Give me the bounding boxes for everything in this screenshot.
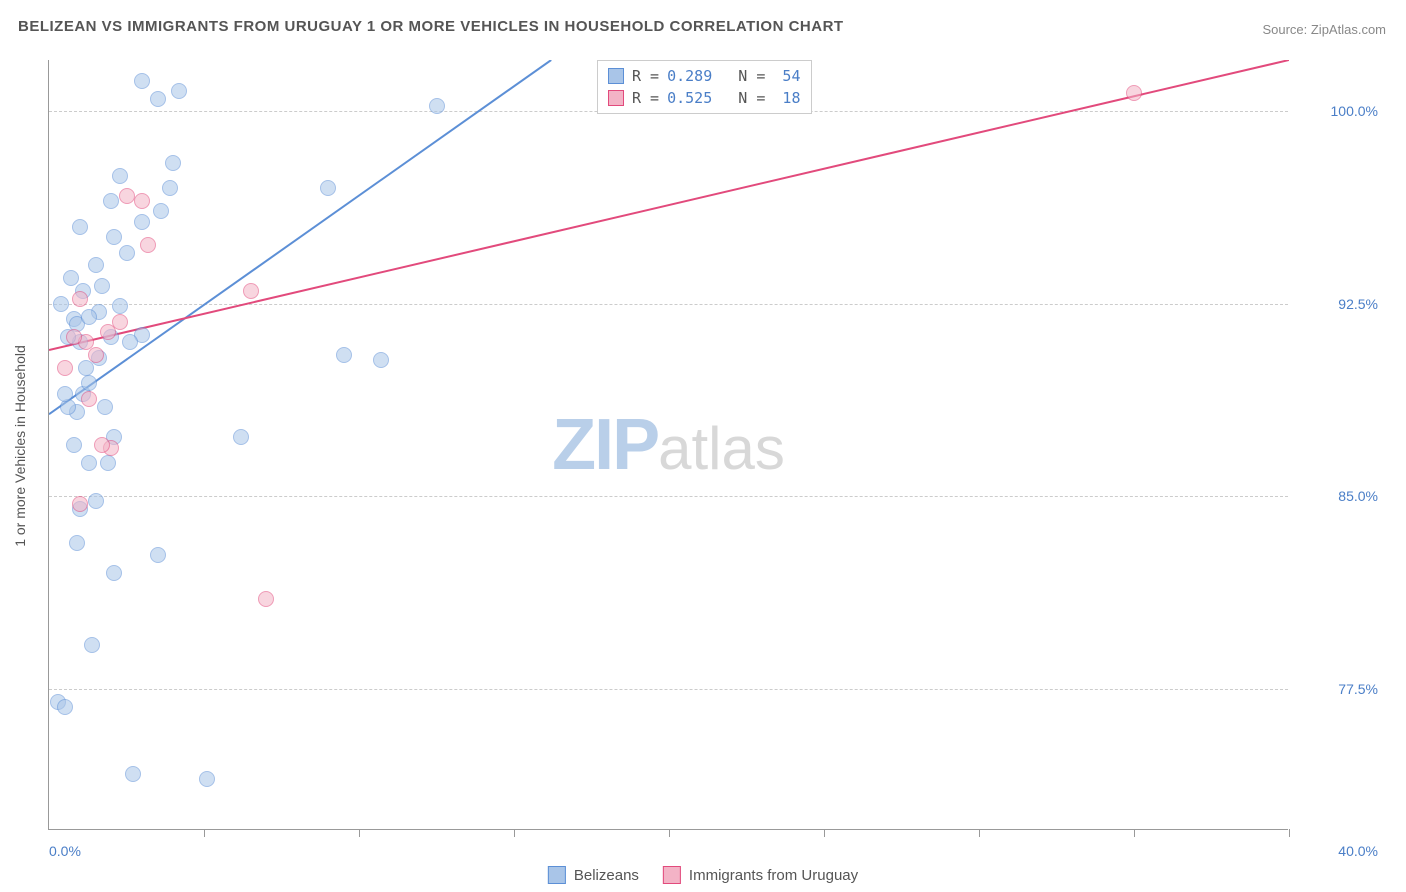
scatter-point <box>94 437 110 453</box>
scatter-point <box>112 314 128 330</box>
x-tick <box>514 829 515 837</box>
legend-label: Belizeans <box>574 867 639 884</box>
legend-label: Immigrants from Uruguay <box>689 867 858 884</box>
scatter-point <box>119 188 135 204</box>
scatter-point <box>112 168 128 184</box>
stats-r-value: 0.525 <box>667 89 712 107</box>
scatter-point <box>84 637 100 653</box>
scatter-point <box>233 429 249 445</box>
stats-box: R = 0.289 N = 54R = 0.525 N = 18 <box>597 60 812 114</box>
scatter-point <box>88 257 104 273</box>
stats-r-value: 0.289 <box>667 67 712 85</box>
scatter-point <box>119 245 135 261</box>
scatter-point <box>429 98 445 114</box>
scatter-point <box>106 565 122 581</box>
scatter-point <box>88 493 104 509</box>
stats-n-value: 54 <box>773 67 800 85</box>
gridline <box>49 689 1288 690</box>
scatter-point <box>72 496 88 512</box>
scatter-point <box>134 214 150 230</box>
x-tick <box>1289 829 1290 837</box>
x-tick <box>1134 829 1135 837</box>
scatter-point <box>162 180 178 196</box>
scatter-point <box>66 437 82 453</box>
stats-n-label: N = <box>720 89 765 107</box>
scatter-point <box>81 391 97 407</box>
scatter-point <box>94 278 110 294</box>
scatter-point <box>100 455 116 471</box>
scatter-point <box>1126 85 1142 101</box>
stats-r-label: R = <box>632 89 659 107</box>
scatter-point <box>81 375 97 391</box>
legend: Belizeans Immigrants from Uruguay <box>548 866 858 884</box>
scatter-point <box>153 203 169 219</box>
watermark: ZIPatlas <box>552 404 785 486</box>
scatter-point <box>336 347 352 363</box>
scatter-point <box>150 91 166 107</box>
stats-swatch <box>608 68 624 84</box>
scatter-point <box>72 291 88 307</box>
scatter-point <box>165 155 181 171</box>
legend-item: Immigrants from Uruguay <box>663 866 858 884</box>
scatter-point <box>140 237 156 253</box>
gridline <box>49 304 1288 305</box>
stats-n-value: 18 <box>773 89 800 107</box>
x-tick <box>979 829 980 837</box>
x-tick <box>824 829 825 837</box>
stats-row: R = 0.525 N = 18 <box>608 87 801 109</box>
scatter-point <box>150 547 166 563</box>
legend-item: Belizeans <box>548 866 639 884</box>
scatter-point <box>53 296 69 312</box>
scatter-point <box>125 766 141 782</box>
y-axis-title: 1 or more Vehicles in Household <box>12 345 28 547</box>
x-tick <box>669 829 670 837</box>
scatter-point <box>112 298 128 314</box>
x-axis-min-label: 0.0% <box>49 843 81 859</box>
scatter-point <box>373 352 389 368</box>
stats-row: R = 0.289 N = 54 <box>608 65 801 87</box>
y-tick-label: 100.0% <box>1298 103 1378 119</box>
scatter-point <box>72 219 88 235</box>
regression-lines <box>49 60 1289 830</box>
chart-title: BELIZEAN VS IMMIGRANTS FROM URUGUAY 1 OR… <box>18 18 844 35</box>
scatter-point <box>199 771 215 787</box>
scatter-point <box>106 229 122 245</box>
scatter-point <box>81 455 97 471</box>
scatter-point <box>57 699 73 715</box>
scatter-plot-area: ZIPatlas 77.5%85.0%92.5%100.0%0.0%40.0%R… <box>48 60 1288 830</box>
y-tick-label: 92.5% <box>1298 296 1378 312</box>
scatter-point <box>69 535 85 551</box>
scatter-point <box>97 399 113 415</box>
watermark-atlas: atlas <box>658 415 785 482</box>
scatter-point <box>81 309 97 325</box>
x-axis-max-label: 40.0% <box>1338 843 1378 859</box>
y-tick-label: 77.5% <box>1298 681 1378 697</box>
scatter-point <box>63 270 79 286</box>
x-tick <box>204 829 205 837</box>
scatter-point <box>57 386 73 402</box>
scatter-point <box>57 360 73 376</box>
scatter-point <box>243 283 259 299</box>
x-tick <box>359 829 360 837</box>
regression-line <box>49 60 551 414</box>
legend-swatch <box>663 866 681 884</box>
scatter-point <box>103 193 119 209</box>
scatter-point <box>66 329 82 345</box>
scatter-point <box>134 193 150 209</box>
stats-r-label: R = <box>632 67 659 85</box>
watermark-zip: ZIP <box>552 405 658 485</box>
scatter-point <box>171 83 187 99</box>
scatter-point <box>134 73 150 89</box>
scatter-point <box>320 180 336 196</box>
y-tick-label: 85.0% <box>1298 488 1378 504</box>
source-label: Source: ZipAtlas.com <box>1262 22 1386 37</box>
scatter-point <box>258 591 274 607</box>
scatter-point <box>122 334 138 350</box>
gridline <box>49 496 1288 497</box>
stats-swatch <box>608 90 624 106</box>
legend-swatch <box>548 866 566 884</box>
scatter-point <box>88 347 104 363</box>
stats-n-label: N = <box>720 67 765 85</box>
